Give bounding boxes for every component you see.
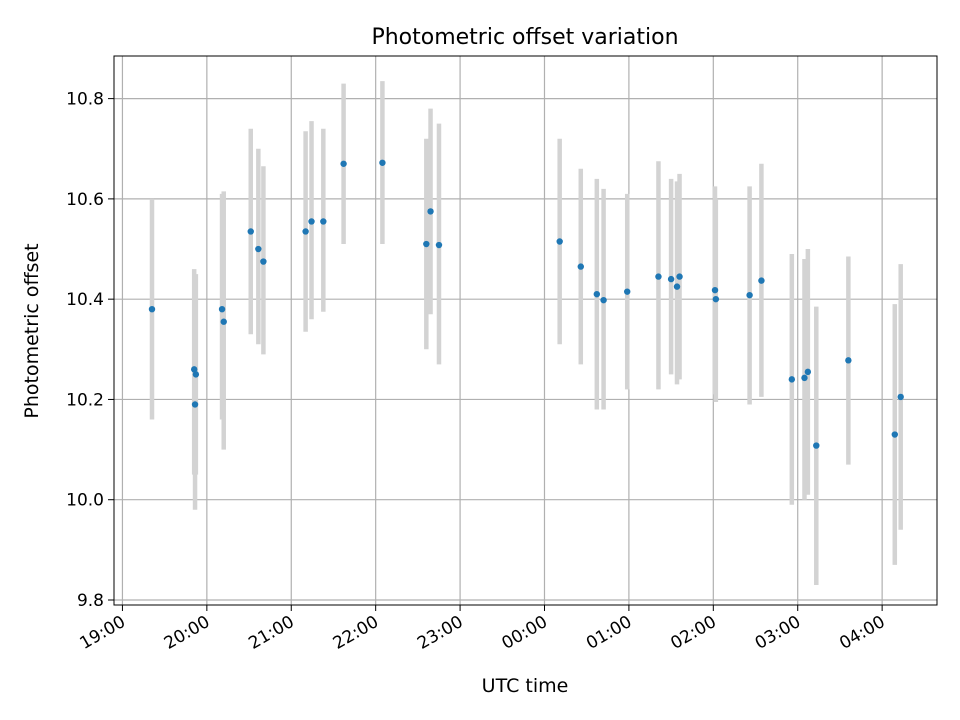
y-tick-label: 10.4: [66, 290, 104, 310]
data-point: [897, 393, 904, 401]
y-axis-ticks: 9.8 10.0 10.2 10.4 10.6 10.8: [66, 90, 114, 611]
data-point: [320, 218, 327, 225]
data-points: [148, 159, 904, 449]
data-point: [192, 371, 200, 378]
y-tick-label: 10.8: [66, 90, 104, 110]
data-point: [788, 376, 796, 383]
data-point: [427, 208, 434, 215]
data-point: [340, 160, 347, 167]
data-point: [891, 431, 898, 438]
data-point: [711, 286, 719, 294]
data-point: [302, 228, 309, 235]
data-point: [435, 241, 443, 249]
data-point: [593, 290, 601, 298]
y-axis-label: Photometric offset: [21, 243, 43, 418]
data-point: [379, 159, 386, 166]
y-tick-label: 10.6: [66, 190, 104, 210]
data-point: [676, 273, 683, 280]
data-point: [673, 283, 681, 290]
y-tick-label: 10.0: [66, 491, 104, 511]
data-point: [712, 295, 720, 303]
data-point: [247, 228, 254, 235]
data-point: [600, 296, 607, 304]
data-point: [190, 366, 198, 373]
data-point: [801, 374, 808, 382]
plot-frame: [113, 55, 938, 606]
data-point: [255, 245, 262, 253]
data-point: [758, 277, 765, 284]
x-axis-label: UTC time: [482, 675, 569, 697]
data-point: [804, 368, 812, 376]
data-point: [655, 273, 662, 280]
data-point: [191, 401, 199, 408]
data-point: [148, 305, 156, 313]
data-point: [577, 263, 584, 270]
data-point: [260, 258, 267, 265]
data-point: [220, 318, 227, 325]
y-tick-label: 10.2: [66, 390, 104, 410]
data-point: [556, 238, 563, 245]
data-point: [813, 442, 820, 449]
data-point: [746, 291, 753, 299]
data-point: [308, 218, 315, 225]
y-tick-label: 9.8: [77, 591, 104, 611]
grid: [114, 56, 937, 605]
data-point: [667, 275, 675, 283]
data-point: [845, 357, 852, 364]
chart-title: Photometric offset variation: [371, 25, 678, 50]
data-point: [624, 288, 631, 295]
data-point: [218, 305, 226, 313]
data-point: [423, 240, 430, 248]
